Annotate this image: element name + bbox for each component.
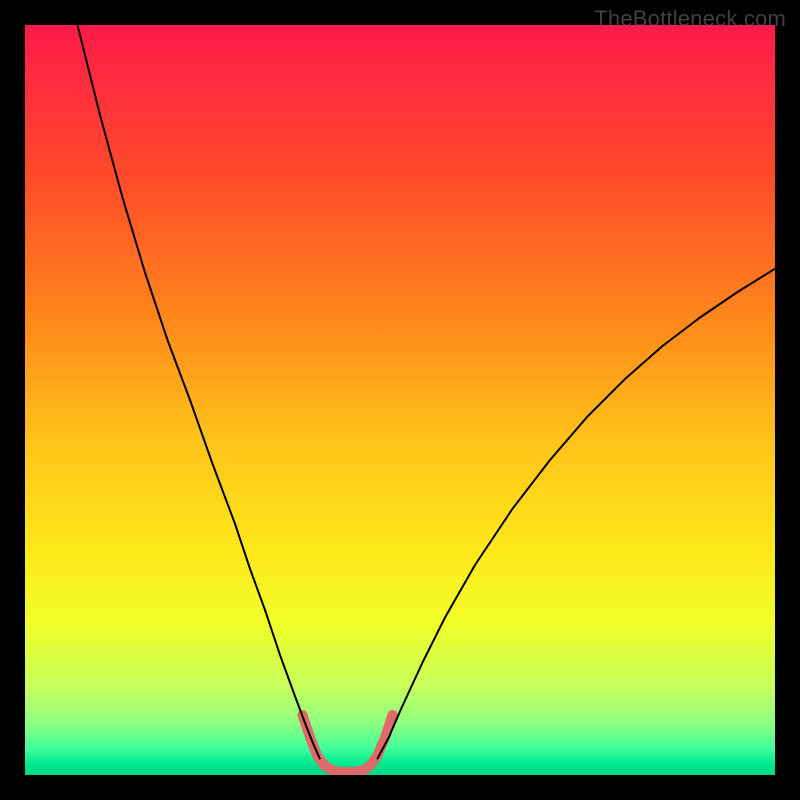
bottleneck-chart: [25, 25, 775, 775]
gradient-background: [25, 25, 775, 775]
chart-container: TheBottleneck.com: [0, 0, 800, 800]
plot-area: [25, 25, 775, 775]
